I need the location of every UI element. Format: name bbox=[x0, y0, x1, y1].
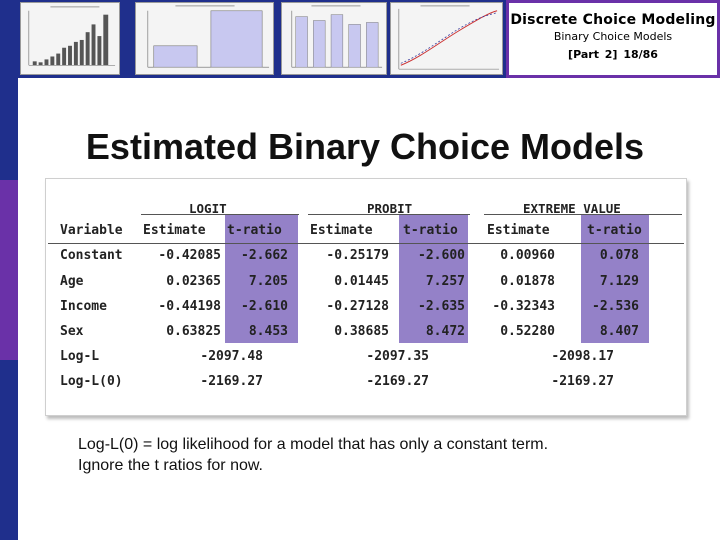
course-title: Discrete Choice Modeling bbox=[510, 12, 716, 28]
cell: -0.27128 bbox=[326, 299, 389, 314]
cell: 8.407 bbox=[599, 324, 639, 339]
cell: -2169.27 bbox=[551, 374, 614, 389]
thumbnail-line-plot bbox=[390, 2, 503, 75]
cell: -2169.27 bbox=[200, 374, 263, 389]
header-rule bbox=[48, 243, 684, 244]
footnote: Log-L(0) = log likelihood for a model th… bbox=[78, 434, 548, 476]
cell: -2.600 bbox=[418, 248, 465, 263]
left-accent-strip-middle bbox=[0, 180, 18, 360]
group-underline-logit bbox=[141, 214, 299, 215]
cell: 0.52280 bbox=[500, 324, 555, 339]
thumbnail-two-bar-chart bbox=[135, 2, 274, 75]
row-label-log-l0: Log-L(0) bbox=[60, 374, 123, 389]
cell: 0.63825 bbox=[166, 324, 221, 339]
page-number: 18/86 bbox=[623, 48, 658, 61]
part-page-label: [Part 2] 18/86 bbox=[509, 48, 717, 61]
cell: -2.635 bbox=[418, 299, 465, 314]
footnote-line-1: Log-L(0) = log likelihood for a model th… bbox=[78, 436, 549, 453]
cell: 0.02365 bbox=[166, 274, 221, 289]
cell: 0.01445 bbox=[334, 274, 389, 289]
part-label: [Part 2] bbox=[568, 48, 618, 61]
cell: 8.453 bbox=[248, 324, 288, 339]
cell: 7.257 bbox=[425, 274, 465, 289]
cell: 7.129 bbox=[599, 274, 639, 289]
group-underline-probit bbox=[308, 214, 470, 215]
cell: -2097.48 bbox=[200, 349, 263, 364]
cell: 0.078 bbox=[599, 248, 639, 263]
column-header-estimate-probit: Estimate bbox=[310, 223, 373, 238]
group-underline-extreme-value bbox=[484, 214, 682, 215]
cell: 0.38685 bbox=[334, 324, 389, 339]
footnote-line-2: Ignore the t ratios for now. bbox=[78, 457, 263, 474]
row-label-log-l: Log-L bbox=[60, 349, 100, 364]
cell: 0.01878 bbox=[500, 274, 555, 289]
group-header-extreme-value: EXTREME VALUE bbox=[523, 201, 621, 216]
column-header-estimate-logit: Estimate bbox=[143, 223, 206, 238]
left-accent-strip-top bbox=[0, 0, 18, 180]
column-header-estimate-extreme-value: Estimate bbox=[487, 223, 550, 238]
thumbnail-bar-histogram bbox=[20, 2, 120, 75]
row-label-income: Income bbox=[60, 299, 107, 314]
column-header-t-ratio-probit: t-ratio bbox=[403, 223, 458, 238]
results-table: LOGIT PROBIT EXTREME VALUE Variable Esti… bbox=[45, 178, 687, 416]
row-label-constant: Constant bbox=[60, 248, 123, 263]
left-accent-strip-bottom bbox=[0, 360, 18, 540]
group-header-logit: LOGIT bbox=[189, 201, 227, 216]
column-header-variable: Variable bbox=[60, 223, 123, 238]
cell: -0.44198 bbox=[158, 299, 221, 314]
slide-header-box: Discrete Choice Modeling Binary Choice M… bbox=[506, 0, 720, 78]
slide-title: Estimated Binary Choice Models bbox=[85, 126, 645, 167]
t-ratio-highlight-extreme-value bbox=[581, 215, 649, 343]
cell: -2169.27 bbox=[366, 374, 429, 389]
cell: -0.25179 bbox=[326, 248, 389, 263]
t-ratio-highlight-probit bbox=[399, 215, 468, 343]
thumbnail-multi-bar-chart bbox=[281, 2, 387, 75]
column-header-t-ratio-logit: t-ratio bbox=[227, 223, 282, 238]
cell: -2.662 bbox=[241, 248, 288, 263]
cell: -2.536 bbox=[592, 299, 639, 314]
cell: -0.42085 bbox=[158, 248, 221, 263]
cell: -0.32343 bbox=[492, 299, 555, 314]
cell: 8.472 bbox=[425, 324, 465, 339]
cell: -2097.35 bbox=[366, 349, 429, 364]
cell: 0.00960 bbox=[500, 248, 555, 263]
cell: -2.610 bbox=[241, 299, 288, 314]
topic-subtitle: Binary Choice Models bbox=[553, 30, 673, 43]
row-label-age: Age bbox=[60, 274, 84, 289]
group-header-probit: PROBIT bbox=[367, 201, 413, 216]
t-ratio-highlight-logit bbox=[225, 215, 298, 343]
row-label-sex: Sex bbox=[60, 324, 84, 339]
cell: 7.205 bbox=[248, 274, 288, 289]
column-header-t-ratio-extreme-value: t-ratio bbox=[587, 223, 642, 238]
cell: -2098.17 bbox=[551, 349, 614, 364]
